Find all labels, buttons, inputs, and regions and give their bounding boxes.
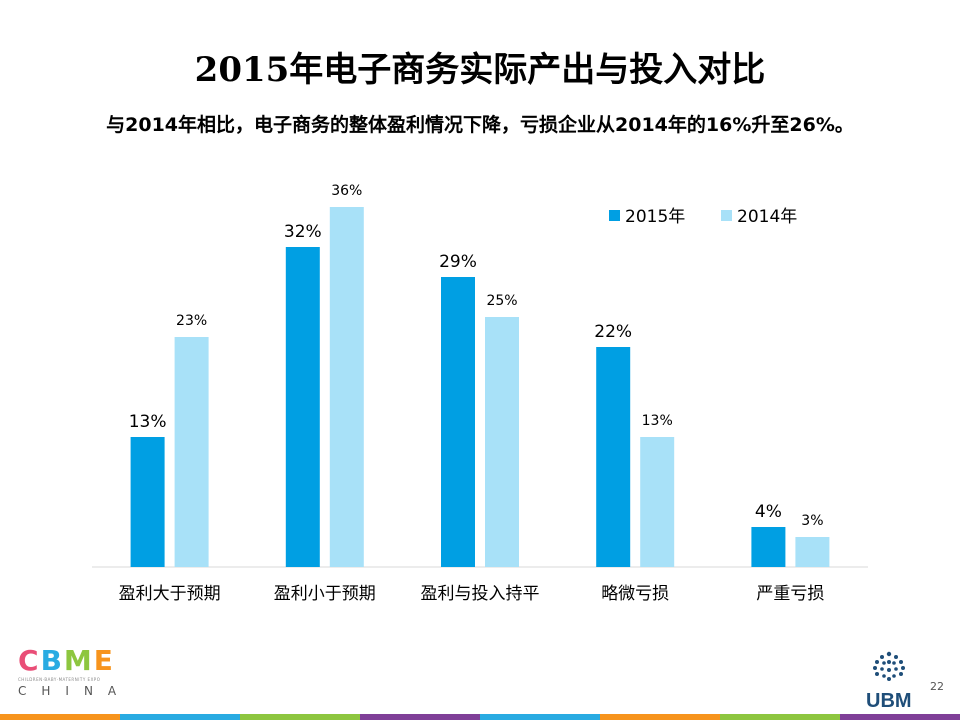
data-label: 36% bbox=[331, 183, 362, 199]
category-label: 严重亏损 bbox=[756, 584, 824, 604]
page-number: 22 bbox=[930, 680, 944, 693]
footer-color-segment bbox=[600, 714, 720, 720]
data-label: 25% bbox=[486, 293, 517, 309]
footer-color-segment bbox=[720, 714, 840, 720]
data-label: 13% bbox=[129, 412, 167, 432]
bar-2014 bbox=[485, 317, 519, 567]
footer-color-segment bbox=[120, 714, 240, 720]
slide-subtitle: 与2014年相比，电子商务的整体盈利情况下降，亏损企业从2014年的16%升至2… bbox=[106, 114, 854, 136]
bar-2014 bbox=[329, 207, 364, 567]
footer-color-segment bbox=[480, 714, 600, 720]
bar-2015 bbox=[596, 347, 631, 567]
data-label: 22% bbox=[594, 322, 632, 342]
footer-color-bar bbox=[0, 714, 960, 720]
bar-2015 bbox=[285, 247, 320, 567]
data-label: 3% bbox=[801, 513, 823, 529]
footer-color-segment bbox=[360, 714, 480, 720]
bar-2014 bbox=[795, 537, 830, 567]
cbme-letter: M bbox=[63, 644, 92, 677]
slide-title: 2015年电子商务实际产出与投入对比 bbox=[194, 50, 766, 90]
category-label: 盈利大于预期 bbox=[119, 584, 221, 604]
cbme-letter: B bbox=[40, 644, 62, 677]
data-label: 32% bbox=[284, 222, 322, 242]
data-label: 13% bbox=[642, 413, 673, 429]
category-label: 略微亏损 bbox=[601, 584, 669, 604]
legend-swatch bbox=[609, 210, 620, 221]
cbme-letter: E bbox=[93, 644, 113, 677]
bar-2015 bbox=[751, 527, 786, 567]
footer-color-segment bbox=[240, 714, 360, 720]
ubm-dots-icon bbox=[872, 651, 905, 681]
category-label: 盈利小于预期 bbox=[274, 584, 376, 604]
bar-2015 bbox=[130, 437, 165, 567]
data-label: 29% bbox=[439, 252, 477, 272]
data-label: 23% bbox=[176, 313, 207, 329]
footer-color-segment bbox=[840, 714, 960, 720]
category-label: 盈利与投入持平 bbox=[421, 584, 540, 604]
cbme-china-text: CHINA bbox=[18, 684, 132, 698]
legend-swatch bbox=[721, 210, 732, 221]
legend-label: 2014年 bbox=[737, 207, 797, 227]
cbme-letter: C bbox=[18, 644, 39, 677]
legend-label: 2015年 bbox=[625, 207, 685, 227]
bar-chart: 13% 23% 盈利大于预期 32% 36% 盈利小于预期 29% 25% 盈利与投入持平 22%… bbox=[92, 183, 868, 604]
ubm-logo-text: UBM bbox=[866, 690, 912, 712]
data-label: 4% bbox=[755, 502, 782, 522]
bar-2014 bbox=[174, 337, 209, 567]
cbme-tagline: CHILDREN·BABY·MATERNITY EXPO bbox=[18, 677, 101, 682]
bar-2014 bbox=[640, 437, 675, 567]
bar-2015 bbox=[441, 277, 475, 567]
footer-color-segment bbox=[0, 714, 120, 720]
ubm-logo: UBM bbox=[866, 650, 912, 713]
